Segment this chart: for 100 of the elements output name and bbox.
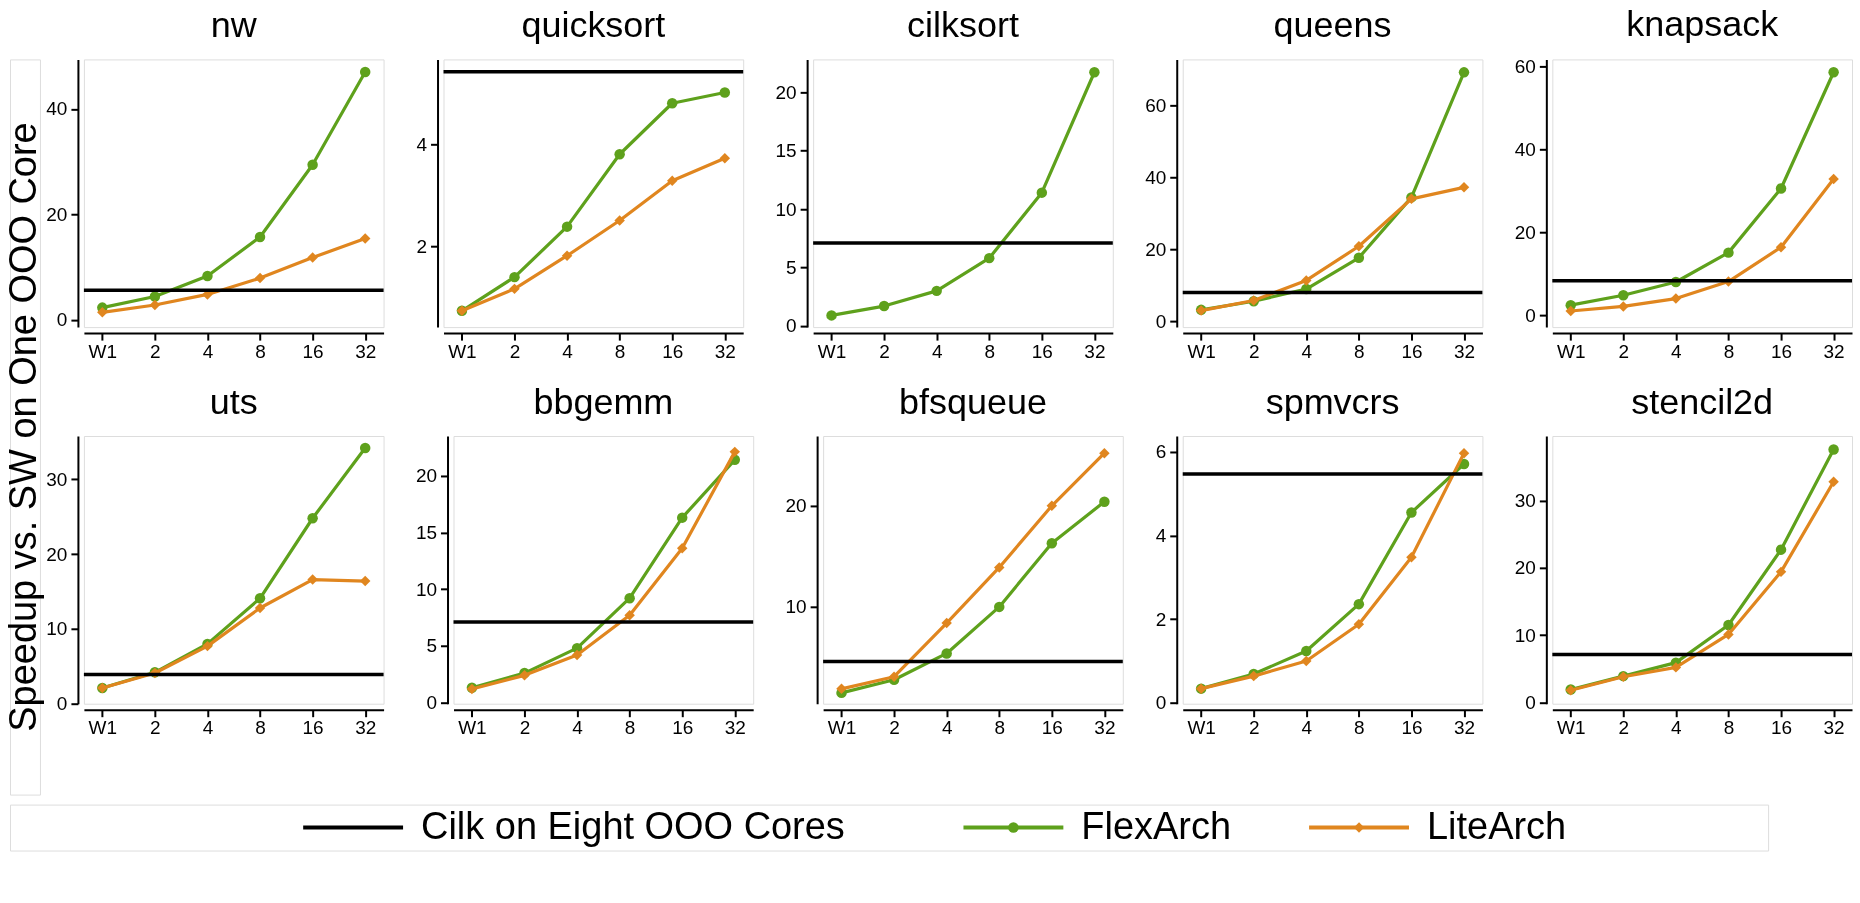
y-tick-label: 40	[46, 98, 68, 120]
point	[307, 513, 318, 524]
point	[1301, 655, 1312, 667]
x-tick-label: 4	[1301, 717, 1313, 739]
x-tick-label: 16	[1770, 340, 1793, 362]
point	[1775, 566, 1787, 578]
point	[1618, 301, 1629, 312]
x-tick-label: 16	[1031, 340, 1053, 362]
y-tick-label: 30	[1514, 490, 1536, 512]
y-tick-label: 20	[1514, 557, 1536, 579]
point	[307, 574, 318, 585]
x-tick-label: 2	[1248, 717, 1260, 739]
y-tick-label: 0	[1155, 310, 1167, 332]
point	[994, 562, 1005, 573]
y-tick-label: 60	[1145, 95, 1167, 117]
x-tick-label: 32	[1084, 340, 1106, 362]
point	[1099, 496, 1110, 507]
point	[941, 648, 952, 659]
x-tick-label: 4	[941, 717, 953, 739]
point	[1828, 444, 1839, 455]
y-tick-label: 4	[416, 133, 428, 155]
x-tick-label: W1	[827, 717, 857, 739]
x-tick-label: 16	[302, 340, 324, 362]
y-tick-label: 40	[1145, 167, 1167, 189]
x-tick-label: 4	[1671, 717, 1682, 739]
y-tick-label: 30	[46, 468, 68, 490]
x-tick-label: 8	[614, 340, 626, 362]
x-tick-label: 32	[355, 340, 377, 362]
x-tick-label: 4	[572, 717, 583, 739]
point	[676, 512, 688, 523]
x-tick-label: 32	[724, 717, 746, 739]
point	[1723, 247, 1734, 258]
point	[1099, 447, 1110, 459]
x-tick-label: 2	[1618, 340, 1630, 362]
x-tick-label: 8	[1723, 717, 1735, 739]
y-tick-label: 0	[56, 309, 68, 331]
y-tick-label: 15	[775, 140, 797, 162]
chart-title: queens	[1273, 4, 1392, 46]
x-tick-label: W1	[88, 717, 118, 739]
point	[719, 153, 731, 164]
x-tick-label: 8	[255, 340, 266, 362]
y-tick-label: 60	[1514, 56, 1536, 78]
point	[1828, 67, 1839, 78]
y-tick-label: 5	[786, 256, 797, 278]
legend-label: LiteArch	[1426, 804, 1567, 847]
point	[1353, 252, 1365, 263]
point	[97, 307, 108, 318]
y-axis-title: Speedup vs. SW on One OOO Core	[1, 122, 44, 732]
x-tick-label: 8	[255, 717, 266, 739]
point	[1301, 645, 1312, 657]
y-tick-label: 0	[426, 692, 438, 714]
y-tick-label: 2	[1155, 608, 1167, 630]
x-tick-label: W1	[817, 340, 847, 362]
point	[359, 442, 371, 454]
x-tick-label: 2	[879, 340, 890, 362]
point	[624, 609, 635, 621]
x-tick-label: 2	[1248, 340, 1260, 362]
x-tick-label: 4	[931, 340, 943, 362]
point	[1618, 290, 1629, 301]
point	[561, 250, 573, 261]
x-tick-label: 32	[1823, 717, 1845, 739]
point	[254, 231, 266, 243]
point	[676, 543, 688, 554]
x-tick-label: 2	[1618, 717, 1630, 739]
point	[149, 299, 161, 311]
point	[878, 300, 890, 312]
x-tick-label: 16	[1041, 717, 1063, 739]
x-tick-label: 16	[672, 717, 694, 739]
x-tick-label: 16	[1401, 340, 1423, 362]
y-tick-label: 15	[415, 521, 438, 543]
y-tick-label: 0	[1155, 692, 1167, 714]
point	[666, 175, 678, 186]
x-tick-label: 4	[562, 340, 573, 362]
x-tick-label: 8	[1354, 340, 1365, 362]
point	[994, 601, 1005, 613]
x-tick-label: W1	[1557, 340, 1586, 362]
point	[666, 98, 678, 109]
point	[826, 310, 837, 321]
point	[1353, 618, 1365, 630]
point	[509, 271, 520, 283]
chart-title: nw	[210, 4, 258, 46]
chart-title: stencil2d	[1631, 381, 1774, 423]
y-tick-label: 20	[46, 203, 68, 225]
point	[941, 617, 952, 629]
point	[561, 221, 573, 232]
x-tick-label: 16	[1770, 717, 1793, 739]
x-tick-label: 32	[714, 340, 736, 362]
y-tick-label: 20	[785, 495, 807, 517]
x-tick-label: 16	[1401, 717, 1423, 739]
point	[1775, 544, 1787, 555]
chart-title: knapsack	[1626, 2, 1780, 44]
legend-label: FlexArch	[1081, 804, 1232, 847]
point	[254, 602, 266, 614]
chart-title: bbgemm	[533, 381, 674, 423]
legend-label: Cilk on Eight OOO Cores	[421, 804, 845, 847]
point	[1301, 275, 1312, 286]
y-tick-label: 10	[785, 596, 807, 618]
x-tick-label: W1	[1187, 717, 1216, 739]
point	[719, 87, 731, 98]
point	[1670, 293, 1682, 304]
